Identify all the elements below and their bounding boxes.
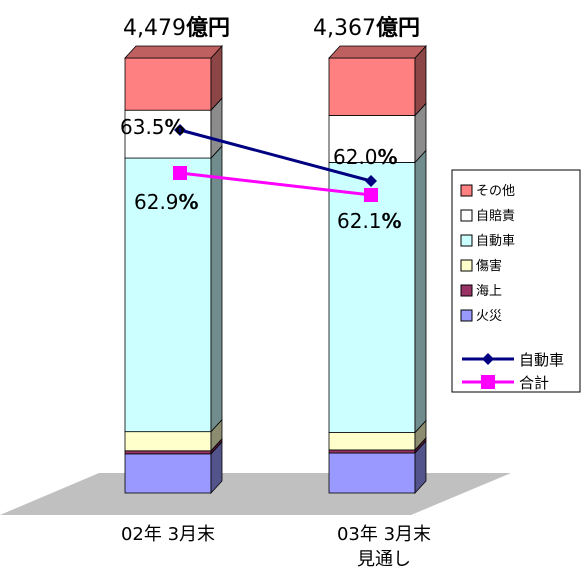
bar-segment-1-cat-1 bbox=[124, 440, 223, 495]
legend-item-6: 火災 bbox=[460, 309, 502, 324]
pct-label-1-2: 62.0% bbox=[333, 145, 398, 169]
bar-segment-5-cat-1 bbox=[124, 97, 223, 160]
chart-floor bbox=[0, 473, 511, 515]
lines-layer bbox=[173, 124, 378, 202]
bars-layer bbox=[124, 44, 427, 495]
svg-text:自動車: 自動車 bbox=[476, 234, 515, 249]
svg-text:その他: その他 bbox=[476, 184, 515, 199]
legend-item-5: 海上 bbox=[460, 284, 502, 299]
legend-item-1: その他 bbox=[460, 184, 515, 199]
svg-text:傷害: 傷害 bbox=[476, 258, 502, 274]
svg-text:合計: 合計 bbox=[519, 374, 549, 392]
line-series-2 bbox=[179, 171, 372, 197]
legend-box bbox=[451, 169, 581, 393]
labels-layer: 63.5% 62.0% 62.9% 62.1% 4,479億円 4,367億円 02年 3月… bbox=[120, 15, 431, 570]
legend-line-item-1: 自動車 bbox=[462, 351, 564, 369]
category-label-2-line-1: 03年 3月末 bbox=[337, 524, 431, 545]
bar-segment-4-cat-2 bbox=[328, 149, 427, 434]
category-label-2-line-2: 見通し bbox=[357, 549, 411, 570]
line-series-1 bbox=[179, 128, 372, 183]
svg-text:自賠責: 自賠責 bbox=[476, 209, 515, 224]
bar-segment-5-cat-2 bbox=[328, 102, 427, 164]
legend-item-3: 自動車 bbox=[460, 234, 515, 249]
line-point-2-1 bbox=[173, 166, 187, 180]
bar-segment-1-cat-2 bbox=[328, 439, 427, 495]
legend-line-item-2: 合計 bbox=[462, 374, 549, 392]
svg-text:海上: 海上 bbox=[476, 284, 502, 299]
bar-segment-4-cat-1 bbox=[124, 145, 223, 433]
bar-segment-6-cat-1 bbox=[124, 44, 223, 112]
bar-segment-3-cat-1 bbox=[124, 418, 223, 452]
line-point-1-2 bbox=[365, 175, 377, 187]
pct-label-1-1: 63.5% bbox=[120, 115, 185, 139]
bar-segment-6-cat-2 bbox=[328, 44, 427, 117]
total-label-1: 4,479億円 bbox=[123, 15, 230, 41]
legend-item-2: 自賠責 bbox=[460, 209, 515, 224]
legend-item-4: 傷害 bbox=[460, 258, 502, 274]
pct-label-2-2: 62.1% bbox=[337, 209, 402, 233]
total-label-2: 4,367億円 bbox=[313, 15, 420, 41]
floor-layer bbox=[0, 473, 511, 515]
category-label-1-line-1: 02年 3月末 bbox=[121, 524, 215, 545]
pct-label-2-1: 62.9% bbox=[134, 190, 199, 214]
line-point-2-2 bbox=[364, 188, 378, 202]
line-point-1-1 bbox=[174, 124, 186, 136]
svg-text:火災: 火災 bbox=[476, 309, 502, 324]
svg-text:自動車: 自動車 bbox=[519, 351, 564, 369]
